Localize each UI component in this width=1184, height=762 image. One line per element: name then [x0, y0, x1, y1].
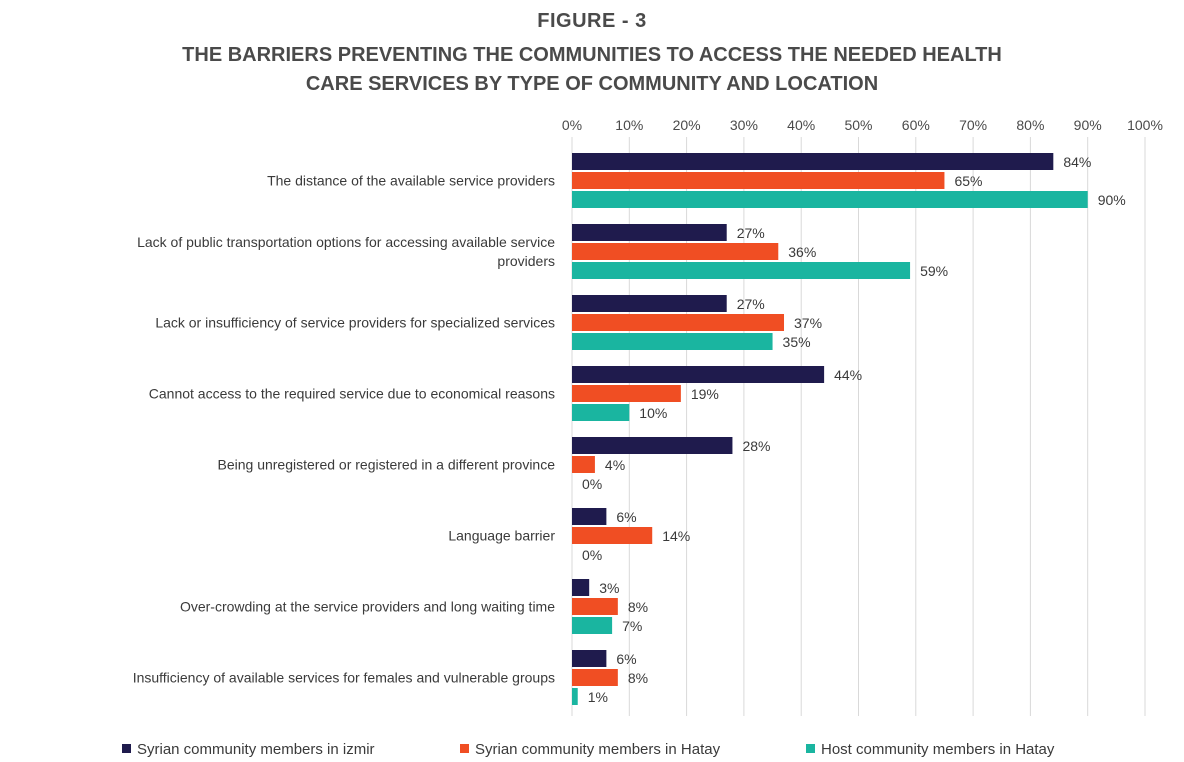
- legend-swatch-izmir: [122, 744, 131, 753]
- category-label: Language barrier: [448, 528, 555, 544]
- x-tick-label: 90%: [1074, 117, 1102, 133]
- bar: [572, 437, 733, 454]
- data-label: 90%: [1098, 192, 1126, 208]
- data-label: 65%: [954, 173, 982, 189]
- x-tick-label: 100%: [1127, 117, 1163, 133]
- data-label: 19%: [691, 386, 719, 402]
- data-label: 1%: [588, 689, 608, 705]
- legend-swatch-hatay-syrian: [460, 744, 469, 753]
- legend-item-izmir: Syrian community members in izmir: [122, 741, 375, 758]
- category-label: providers: [497, 253, 555, 269]
- data-label: 3%: [599, 580, 619, 596]
- chart-title-line-1: THE BARRIERS PREVENTING THE COMMUNITIES …: [182, 44, 1002, 66]
- data-label: 37%: [794, 315, 822, 331]
- data-label: 84%: [1063, 154, 1091, 170]
- bar-chart: 0% 10% 20% 30% 40% 50% 60% 70% 80% 90% 100% The di…: [133, 117, 1163, 716]
- bar: [572, 366, 825, 383]
- data-label: 27%: [737, 225, 765, 241]
- chart-title-line-2: CARE SERVICES BY TYPE OF COMMUNITY AND L…: [305, 73, 879, 95]
- data-label: 0%: [582, 547, 602, 563]
- x-tick-label: 0%: [562, 117, 582, 133]
- data-label: 10%: [639, 405, 667, 421]
- data-label: 28%: [742, 438, 770, 454]
- bar: [572, 508, 607, 525]
- bar: [572, 598, 618, 615]
- data-label: 0%: [582, 476, 602, 492]
- data-label: 4%: [605, 457, 625, 473]
- bar: [572, 191, 1088, 208]
- x-tick-label: 20%: [673, 117, 701, 133]
- figure-label: FIGURE - 3: [537, 10, 647, 32]
- legend-label-izmir: Syrian community members in izmir: [137, 741, 375, 758]
- x-tick-label: 50%: [844, 117, 872, 133]
- data-label: 7%: [622, 618, 642, 634]
- data-label: 14%: [662, 528, 690, 544]
- x-tick-label: 80%: [1016, 117, 1044, 133]
- bar: [572, 243, 779, 260]
- gridlines: [571, 137, 1146, 716]
- category-labels: The distance of the available service pr…: [133, 173, 556, 686]
- legend-swatch-hatay-host: [806, 744, 815, 753]
- category-label: Insufficiency of available services for …: [133, 670, 555, 686]
- data-labels: 84% 65% 90% 27% 36% 59% 27% 37% 35% 44% 19% 10% 28% 4…: [582, 154, 1126, 705]
- data-label: 36%: [788, 244, 816, 260]
- bar: [572, 650, 607, 667]
- legend-item-hatay-host: Host community members in Hatay: [806, 741, 1054, 758]
- data-label: 6%: [616, 651, 636, 667]
- x-tick-label: 60%: [902, 117, 930, 133]
- data-label: 59%: [920, 263, 948, 279]
- bar: [572, 527, 653, 544]
- bar: [572, 262, 911, 279]
- bars: [572, 153, 1088, 705]
- data-label: 35%: [783, 334, 811, 350]
- category-label: Being unregistered or registered in a di…: [218, 457, 556, 473]
- bar: [572, 579, 590, 596]
- bar: [572, 314, 785, 331]
- legend-label-hatay-host: Host community members in Hatay: [821, 741, 1055, 758]
- legend: Syrian community members in izmir Syrian…: [0, 741, 1184, 761]
- data-label: 8%: [628, 670, 648, 686]
- x-tick-label: 10%: [615, 117, 643, 133]
- bar: [572, 153, 1054, 170]
- category-label: Over-crowding at the service providers a…: [180, 599, 555, 615]
- bar: [572, 295, 727, 312]
- bar: [572, 404, 630, 421]
- bar: [572, 224, 727, 241]
- category-label: Lack or insufficiency of service provide…: [155, 315, 555, 331]
- category-label: Cannot access to the required service du…: [149, 386, 555, 402]
- bar: [572, 456, 595, 473]
- x-axis-ticks: 0% 10% 20% 30% 40% 50% 60% 70% 80% 90% 100%: [562, 117, 1163, 133]
- data-label: 6%: [616, 509, 636, 525]
- data-label: 27%: [737, 296, 765, 312]
- bar: [572, 688, 578, 705]
- x-tick-label: 40%: [787, 117, 815, 133]
- bar: [572, 333, 773, 350]
- legend-label-hatay-syrian: Syrian community members in Hatay: [475, 741, 721, 758]
- x-tick-label: 30%: [730, 117, 758, 133]
- bar: [572, 617, 613, 634]
- bar: [572, 669, 618, 686]
- data-label: 8%: [628, 599, 648, 615]
- category-label: The distance of the available service pr…: [267, 173, 555, 189]
- category-label: Lack of public transportation options fo…: [137, 234, 555, 250]
- x-tick-label: 70%: [959, 117, 987, 133]
- bar: [572, 385, 681, 402]
- data-label: 44%: [834, 367, 862, 383]
- bar: [572, 172, 945, 189]
- legend-item-hatay-syrian: Syrian community members in Hatay: [460, 741, 720, 758]
